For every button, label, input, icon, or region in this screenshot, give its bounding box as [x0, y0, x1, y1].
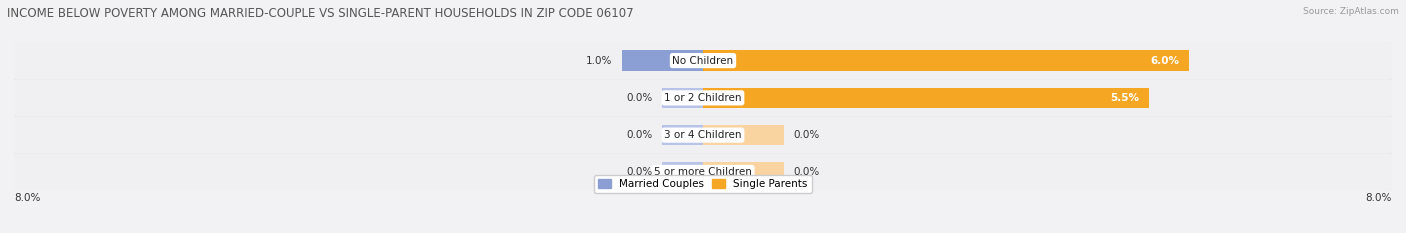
Text: 0.0%: 0.0%	[627, 93, 652, 103]
FancyBboxPatch shape	[1, 151, 1405, 194]
Text: No Children: No Children	[672, 56, 734, 65]
Bar	[662, 125, 703, 145]
Bar	[662, 88, 703, 108]
Text: 1 or 2 Children: 1 or 2 Children	[664, 93, 742, 103]
FancyBboxPatch shape	[8, 42, 1398, 79]
Text: Source: ZipAtlas.com: Source: ZipAtlas.com	[1303, 7, 1399, 16]
Text: 0.0%: 0.0%	[627, 130, 652, 140]
Text: 8.0%: 8.0%	[1365, 193, 1392, 203]
Text: INCOME BELOW POVERTY AMONG MARRIED-COUPLE VS SINGLE-PARENT HOUSEHOLDS IN ZIP COD: INCOME BELOW POVERTY AMONG MARRIED-COUPL…	[7, 7, 634, 20]
Text: 1.0%: 1.0%	[586, 56, 612, 65]
FancyBboxPatch shape	[1, 77, 1405, 119]
Text: 0.0%: 0.0%	[627, 168, 652, 177]
FancyBboxPatch shape	[8, 79, 1398, 116]
Text: 8.0%: 8.0%	[14, 193, 41, 203]
Bar	[662, 162, 703, 183]
Text: 5 or more Children: 5 or more Children	[654, 168, 752, 177]
Text: 3 or 4 Children: 3 or 4 Children	[664, 130, 742, 140]
Bar	[703, 125, 785, 145]
FancyBboxPatch shape	[8, 154, 1398, 191]
Bar	[703, 50, 1189, 71]
Text: 0.0%: 0.0%	[794, 168, 820, 177]
Bar	[703, 88, 1149, 108]
Bar	[621, 50, 703, 71]
Text: 6.0%: 6.0%	[1150, 56, 1180, 65]
Text: 0.0%: 0.0%	[794, 130, 820, 140]
Text: 5.5%: 5.5%	[1111, 93, 1139, 103]
Bar	[703, 162, 785, 183]
FancyBboxPatch shape	[1, 114, 1405, 156]
Legend: Married Couples, Single Parents: Married Couples, Single Parents	[595, 175, 811, 193]
FancyBboxPatch shape	[8, 116, 1398, 154]
FancyBboxPatch shape	[1, 39, 1405, 82]
